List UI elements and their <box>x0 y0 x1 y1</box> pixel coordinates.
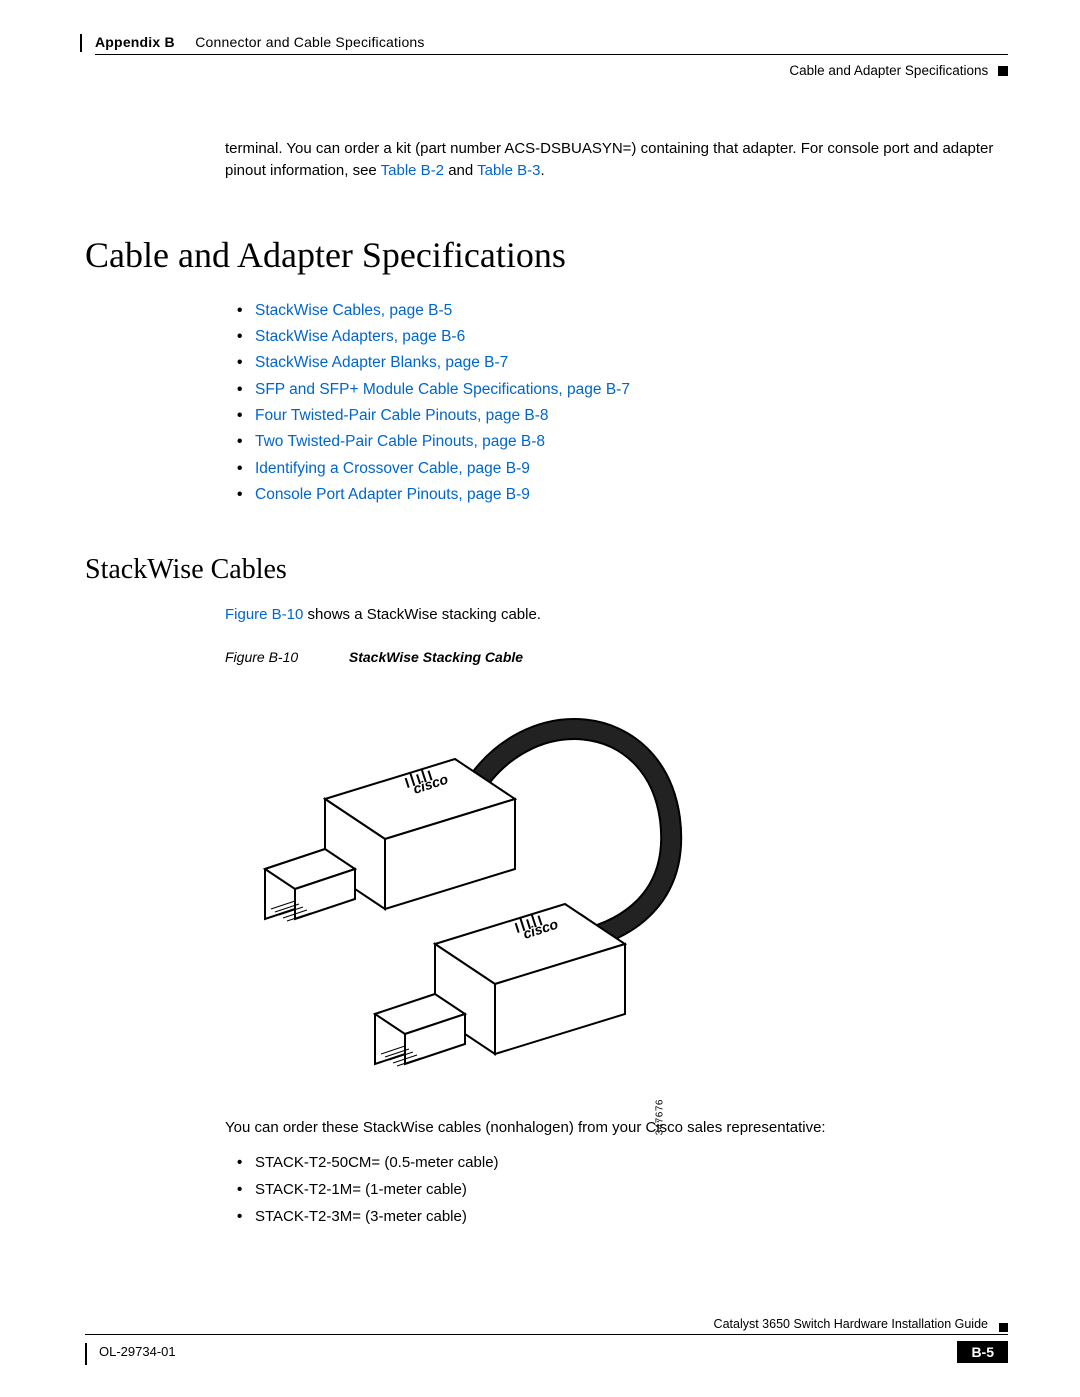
link-table-b2[interactable]: Table B-2 <box>381 162 444 179</box>
footer-marker-icon <box>999 1323 1008 1332</box>
page-number-badge: B-5 <box>957 1341 1008 1363</box>
toc-link[interactable]: Identifying a Crossover Cable, page B-9 <box>255 460 530 477</box>
footer-guide-title: Catalyst 3650 Switch Hardware Installati… <box>714 1317 988 1331</box>
toc-link[interactable]: StackWise Cables, page B-5 <box>255 302 452 319</box>
figure-caption: Figure B-10 StackWise Stacking Cable <box>225 649 1008 665</box>
toc-link[interactable]: StackWise Adapters, page B-6 <box>255 328 465 345</box>
figure-intro: Figure B-10 shows a StackWise stacking c… <box>225 606 1008 623</box>
toc-link[interactable]: StackWise Adapter Blanks, page B-7 <box>255 354 508 371</box>
footer-rule-icon <box>85 1343 87 1365</box>
figure-number: Figure B-10 <box>225 649 345 665</box>
header-text: Appendix B Connector and Cable Specifica… <box>95 34 425 50</box>
figure-intro-rest: shows a StackWise stacking cable. <box>303 606 541 623</box>
section-title: Cable and Adapter Specifications <box>789 63 988 78</box>
header-rule-icon <box>80 34 82 52</box>
section-marker-icon <box>998 66 1008 76</box>
toc-link[interactable]: Four Twisted-Pair Cable Pinouts, page B-… <box>255 407 549 424</box>
figure-stackwise-cable: cisco <box>225 679 725 1109</box>
figure-id: 347676 <box>654 1099 665 1135</box>
list-item: STACK-T2-3M= (3-meter cable) <box>255 1203 1008 1230</box>
figure-title: StackWise Stacking Cable <box>349 649 523 665</box>
toc-link[interactable]: Two Twisted-Pair Cable Pinouts, page B-8 <box>255 433 545 450</box>
appendix-title: Connector and Cable Specifications <box>195 34 424 50</box>
toc-list: StackWise Cables, page B-5 StackWise Ada… <box>255 298 1008 509</box>
toc-link[interactable]: SFP and SFP+ Module Cable Specifications… <box>255 381 630 398</box>
heading-2: StackWise Cables <box>85 554 1008 586</box>
list-item: STACK-T2-1M= (1-meter cable) <box>255 1176 1008 1203</box>
intro-paragraph: terminal. You can order a kit (part numb… <box>225 138 1008 182</box>
after-figure-text: You can order these StackWise cables (no… <box>225 1117 1008 1139</box>
heading-1: Cable and Adapter Specifications <box>85 234 1008 276</box>
intro-mid: and <box>444 162 477 179</box>
intro-prefix: terminal. You can order a kit (part numb… <box>225 140 993 179</box>
list-item: STACK-T2-50CM= (0.5-meter cable) <box>255 1149 1008 1176</box>
body: terminal. You can order a kit (part numb… <box>85 138 1008 1230</box>
header-line: Appendix B Connector and Cable Specifica… <box>95 34 1008 55</box>
footer-line: Catalyst 3650 Switch Hardware Installati… <box>85 1334 1008 1335</box>
link-table-b3[interactable]: Table B-3 <box>477 162 540 179</box>
page: Appendix B Connector and Cable Specifica… <box>0 0 1080 1397</box>
footer-doc-id: OL-29734-01 <box>99 1344 176 1359</box>
footer: Catalyst 3650 Switch Hardware Installati… <box>85 1334 1008 1363</box>
toc-link[interactable]: Console Port Adapter Pinouts, page B-9 <box>255 486 530 503</box>
stackwise-cable-icon: cisco <box>225 679 725 1109</box>
link-figure-b10[interactable]: Figure B-10 <box>225 606 303 623</box>
subheader-row: Cable and Adapter Specifications <box>85 63 1008 78</box>
intro-suffix: . <box>541 162 545 179</box>
order-list: STACK-T2-50CM= (0.5-meter cable) STACK-T… <box>255 1149 1008 1230</box>
footer-bottom: OL-29734-01 B-5 <box>85 1341 1008 1363</box>
appendix-label: Appendix B <box>95 34 175 50</box>
